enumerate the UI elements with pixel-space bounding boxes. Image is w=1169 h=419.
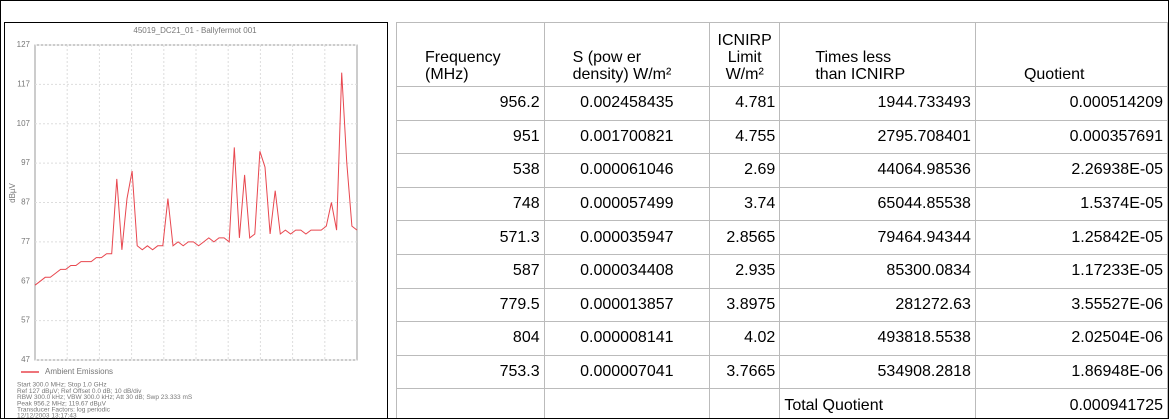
cell: 0.000008141 bbox=[543, 321, 711, 356]
y-tick-label: 57 bbox=[21, 316, 30, 325]
cell: 571.3 bbox=[396, 220, 545, 255]
cell: 2.935 bbox=[709, 253, 781, 289]
header-row: Frequency (MHz) S (pow er density) W/m² ICNI… bbox=[396, 22, 1168, 87]
table: Frequency (MHz) S (pow er density) W/m² ICNI… bbox=[396, 22, 1168, 418]
cell: 0.000941725 bbox=[974, 388, 1168, 418]
cell: 2.8565 bbox=[709, 220, 781, 255]
cell: 44064.98536 bbox=[779, 153, 976, 188]
cell bbox=[543, 388, 711, 418]
row: 804 0.000008141 4.02 493818.5538 2.02504E-06 bbox=[396, 321, 1168, 356]
y-tick-label: 77 bbox=[21, 237, 30, 246]
cell: 0.002458435 bbox=[543, 86, 711, 121]
line-series bbox=[34, 72, 358, 286]
header-text: W/m² bbox=[725, 66, 764, 83]
cell: 4.755 bbox=[709, 119, 781, 155]
cell: 0.000514209 bbox=[974, 86, 1168, 121]
note: Start 300.0 MHz; Stop 1.0 GHz bbox=[17, 382, 107, 389]
cell: 0.000061046 bbox=[543, 153, 711, 188]
cell: 1.5374E-05 bbox=[974, 186, 1168, 222]
chart-title: 45019_DC21_01 - Ballyfermot 001 bbox=[133, 26, 257, 35]
cell: 0.001700821 bbox=[543, 119, 711, 155]
cell: 538 bbox=[396, 153, 545, 188]
cell: S (pow er density) W/m² bbox=[543, 22, 711, 87]
cell: 534908.2818 bbox=[779, 354, 976, 390]
cell: 0.000357691 bbox=[974, 119, 1168, 155]
chart: 45019_DC21_01 - Ballyfermot 001 dBµV 47 5… bbox=[8, 26, 358, 418]
note: Transducer Factors: log periodic bbox=[17, 407, 111, 414]
row: 753.3 0.000007041 3.7665 534908.2818 1.86948… bbox=[396, 354, 1168, 390]
cell: 65044.85538 bbox=[779, 186, 976, 222]
y-tick-label: 67 bbox=[21, 276, 30, 285]
y-tick-label: 107 bbox=[17, 119, 31, 128]
header-text: Frequency bbox=[425, 49, 501, 66]
y-tick-label: 87 bbox=[21, 198, 30, 207]
y-label: dBµV bbox=[8, 182, 17, 202]
cell: 3.8975 bbox=[709, 287, 781, 323]
header-text: than ICNIRP bbox=[815, 66, 906, 83]
row: 538 0.000061046 2.69 44064.98536 2.26938E-05 bbox=[396, 153, 1168, 188]
cell bbox=[396, 388, 545, 418]
cell: 0.000013857 bbox=[543, 287, 711, 323]
cell: Total Quotient bbox=[779, 388, 976, 418]
cell: 779.5 bbox=[396, 287, 545, 323]
cell: Times less than ICNIRP bbox=[779, 22, 976, 87]
row: 956.2 0.002458435 4.781 1944.733493 0.000514… bbox=[396, 86, 1168, 121]
y-tick-label: 97 bbox=[21, 158, 30, 167]
cell: 4.781 bbox=[709, 86, 781, 121]
cell: 1.17233E-05 bbox=[974, 253, 1168, 289]
note: RBW 300.0 kHz; VBW 300.0 kHz; Att 30 dB;… bbox=[17, 394, 193, 401]
legend-label: Ambient Emissions bbox=[45, 367, 113, 376]
cell: 753.3 bbox=[396, 354, 545, 390]
cell: 1944.733493 bbox=[779, 86, 976, 121]
cell: 85300.0834 bbox=[779, 253, 976, 289]
y-tick-label: 47 bbox=[21, 355, 30, 364]
cell: ICNIRP Limit W/m² bbox=[709, 22, 781, 87]
cell: 0.000057499 bbox=[543, 186, 711, 222]
row: 571.3 0.000035947 2.8565 79464.94344 1.25842… bbox=[396, 220, 1168, 255]
header-text: density) W/m² bbox=[572, 66, 672, 83]
cell: 2.02504E-06 bbox=[974, 321, 1168, 356]
cell: 748 bbox=[396, 186, 545, 222]
cell: 3.74 bbox=[709, 186, 781, 222]
cell: 281272.63 bbox=[779, 287, 976, 323]
note: Peak 956.2 MHz; 119.67 dBµV bbox=[17, 400, 107, 407]
cell: 0.000035947 bbox=[543, 220, 711, 255]
row: 748 0.000057499 3.74 65044.85538 1.5374E-05 bbox=[396, 186, 1168, 222]
cell: 3.7665 bbox=[709, 354, 781, 390]
y-tick-label: 127 bbox=[17, 40, 31, 49]
cell: 0.000034408 bbox=[543, 253, 711, 289]
cell: Quotient bbox=[974, 22, 1168, 87]
cell: 493818.5538 bbox=[779, 321, 976, 356]
cell: 951 bbox=[396, 119, 545, 155]
header-text: Times less bbox=[815, 49, 892, 66]
header-text: ICNIRP bbox=[717, 32, 772, 49]
cell: 1.86948E-06 bbox=[974, 354, 1168, 390]
cell: Frequency (MHz) bbox=[396, 22, 545, 87]
cell bbox=[709, 388, 781, 418]
total-row: Total Quotient 0.000941725 bbox=[396, 388, 1168, 418]
row: 587 0.000034408 2.935 85300.0834 1.17233E-05 bbox=[396, 253, 1168, 289]
header-text: Quotient bbox=[1023, 66, 1085, 83]
cell: 587 bbox=[396, 253, 545, 289]
header-text: (MHz) bbox=[425, 66, 469, 83]
note: 12/12/2003 13:17:43 bbox=[17, 413, 77, 418]
cell: 79464.94344 bbox=[779, 220, 976, 255]
cell: 4.02 bbox=[709, 321, 781, 356]
row: 779.5 0.000013857 3.8975 281272.63 3.55527E-… bbox=[396, 287, 1168, 323]
row: 951 0.001700821 4.755 2795.708401 0.00035769… bbox=[396, 119, 1168, 155]
cell: 1.25842E-05 bbox=[974, 220, 1168, 255]
cell: 3.55527E-06 bbox=[974, 287, 1168, 323]
cell: 2.69 bbox=[709, 153, 781, 188]
header-text: S (pow er bbox=[572, 49, 642, 66]
cell: 0.000007041 bbox=[543, 354, 711, 390]
note: Ref 127 dBµV; Ref Offset 0.0 dB; 10 dB/d… bbox=[17, 388, 142, 395]
header-text: Limit bbox=[727, 49, 762, 66]
chart-panel: 45019_DC21_01 - Ballyfermot 001 dBµV 47 5… bbox=[4, 22, 388, 418]
y-tick-label: 117 bbox=[17, 79, 30, 88]
cell: 804 bbox=[396, 321, 545, 356]
cell: 956.2 bbox=[396, 86, 545, 121]
cell: 2.26938E-05 bbox=[974, 153, 1168, 188]
cell: 2795.708401 bbox=[779, 119, 976, 155]
